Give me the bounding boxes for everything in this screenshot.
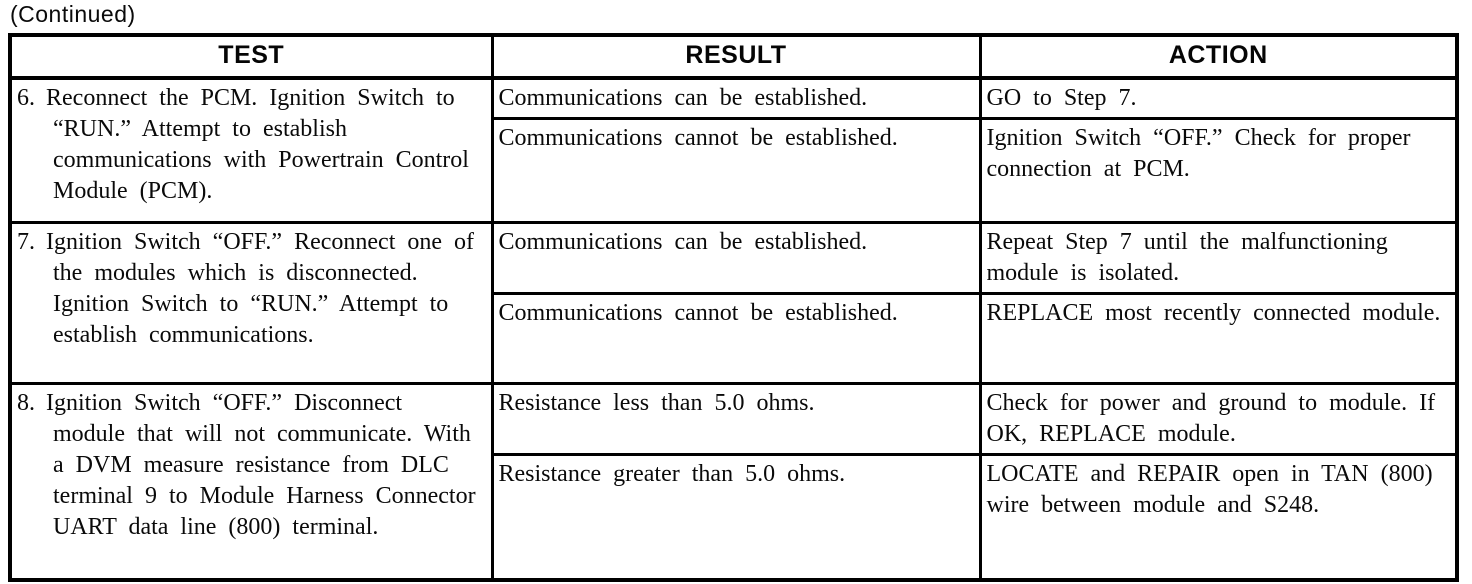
test-cell-step-7: 7. Ignition Switch “OFF.” Reconnect one o… <box>8 221 494 385</box>
column-header-result: RESULT <box>490 33 982 80</box>
diagnostic-table: TEST RESULT ACTION 6. Reconnect the PCM. … <box>8 33 1459 582</box>
test-cell-step-8: 8. Ignition Switch “OFF.” Disconnect modu… <box>8 382 494 581</box>
test-text: 7. Ignition Switch “OFF.” Reconnect one o… <box>17 227 485 351</box>
action-cell: Ignition Switch “OFF.” Check for proper … <box>978 117 1459 224</box>
test-description: Ignition Switch “OFF.” Reconnect one of … <box>46 229 475 348</box>
action-cell: REPLACE most recently connected module. <box>978 292 1459 385</box>
table-row: Communications cannot be established. Ig… <box>10 117 1459 224</box>
result-cell: Resistance less than 5.0 ohms. <box>490 382 982 456</box>
result-cell: Communications can be established. <box>490 221 982 295</box>
table-row: Communications cannot be established. RE… <box>10 292 1459 385</box>
test-description: Reconnect the PCM. Ignition Switch to “R… <box>46 85 469 204</box>
action-cell: Check for power and ground to module. If… <box>978 382 1459 456</box>
test-description: Ignition Switch “OFF.” Disconnect module… <box>46 390 476 540</box>
action-cell: LOCATE and REPAIR open in TAN (800) wire… <box>978 453 1459 581</box>
step-number: 7. <box>17 229 35 255</box>
table-row: 6. Reconnect the PCM. Ignition Switch to … <box>8 76 1459 224</box>
test-text: 8. Ignition Switch “OFF.” Disconnect modu… <box>17 388 485 543</box>
result-cell: Communications can be established. <box>490 76 982 120</box>
continued-label: (Continued) <box>10 1 136 27</box>
table-row: 7. Ignition Switch “OFF.” Reconnect one o… <box>8 221 1459 385</box>
test-cell-step-6: 6. Reconnect the PCM. Ignition Switch to … <box>8 76 494 224</box>
step-number: 8. <box>17 390 35 416</box>
result-cell: Communications cannot be established. <box>490 292 982 385</box>
action-cell: GO to Step 7. <box>978 76 1459 120</box>
result-cell: Resistance greater than 5.0 ohms. <box>490 453 982 581</box>
column-header-test: TEST <box>8 33 494 80</box>
test-text: 6. Reconnect the PCM. Ignition Switch to … <box>17 83 485 207</box>
column-header-action: ACTION <box>978 33 1459 80</box>
action-cell: Repeat Step 7 until the malfunctioning m… <box>978 221 1459 295</box>
table-header-row: TEST RESULT ACTION <box>8 33 1459 80</box>
table-row: 8. Ignition Switch “OFF.” Disconnect modu… <box>8 382 1459 581</box>
result-cell: Communications cannot be established. <box>490 117 982 224</box>
table-row: Resistance greater than 5.0 ohms. LOCATE… <box>10 453 1459 581</box>
step-number: 6. <box>17 85 35 111</box>
